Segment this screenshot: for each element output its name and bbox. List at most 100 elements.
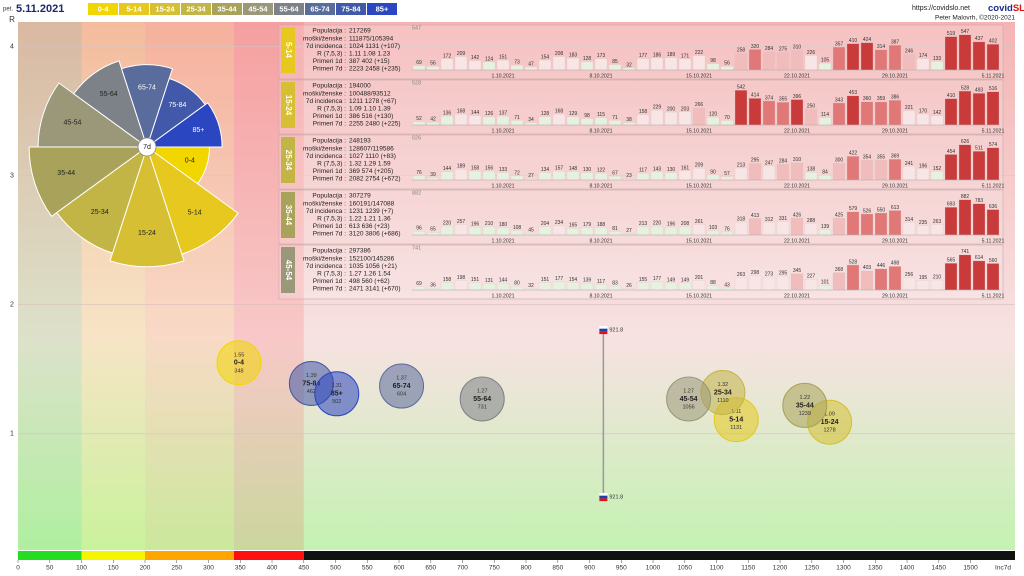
bar [958,199,972,236]
bar-value-label: 52 [416,116,422,122]
bar [468,60,482,71]
bar-value-label: 57 [724,171,730,177]
bar-value-label: 43 [724,282,730,288]
bar-value-label: 115 [597,112,605,118]
stat-value: 100488/93512 [349,90,391,97]
bar-value-label: 83 [612,280,618,286]
stat-value: 1.32 1.29 1.59 [349,161,391,168]
bar [426,122,440,126]
date-label: 15.10.2021 [686,293,712,299]
bar-value-label: 246 [905,49,914,55]
x-tick-label: 1200 [773,565,788,572]
bar [552,281,566,291]
url[interactable]: https://covidslo.net [912,5,970,12]
bar [692,280,706,291]
bar-value-label: 180 [499,222,508,228]
bar-value-label: 396 [793,94,802,100]
legend-swatch [150,3,180,15]
bar [636,173,650,181]
bubble-name: 65-74 [393,383,411,390]
bar [566,171,580,181]
bar [426,232,440,236]
bar-value-label: 168 [457,109,466,115]
stat-label: Primeri 1d : [313,168,346,175]
rose-center-label: 7d [143,144,151,151]
bar [790,217,804,236]
stat-label: Primeri 7d : [313,176,346,183]
bar [944,98,958,126]
zone-bar [145,551,234,560]
bar-value-label: 266 [695,102,704,108]
bar-value-label: 453 [849,90,858,96]
stat-value: 217269 [349,28,371,35]
bar [902,110,916,126]
bar-value-label: 189 [667,52,676,58]
bar [454,169,468,181]
bar [650,281,664,291]
bar-value-label: 114 [821,112,829,118]
bar [972,93,986,126]
bar-value-label: 174 [919,53,928,59]
bar-value-label: 256 [905,272,914,278]
bar-value-label: 257 [457,219,466,225]
stat-label: Primeri 1d : [313,278,346,285]
x-tick-label: 500 [330,565,341,572]
bar-value-label: 741 [961,249,970,255]
panel-title: 25-34 [284,150,293,171]
bar-value-label: 157 [555,165,564,171]
zone-bar [233,551,304,560]
panel-tab [281,247,295,293]
bar-value-label: 519 [947,31,956,37]
bar [944,154,958,181]
bar [832,272,846,291]
bar [454,114,468,126]
bar [930,115,944,126]
bar [748,275,762,291]
bar [678,282,692,291]
bubble-r-label: 1.27 [683,388,694,394]
bar-value-label: 76 [416,170,422,176]
x-tick-label: 450 [298,565,309,572]
bar-value-label: 213 [639,221,648,227]
bubble-inc-label: 604 [397,392,406,398]
bar-value-label: 144 [471,110,480,116]
bar [804,223,818,236]
bar [552,114,566,126]
bar-value-label: 220 [443,221,452,227]
author: Peter Malovrh, ©2020-2021 [935,14,1015,22]
bar [538,282,552,291]
legend-swatch [367,3,397,15]
stat-value: 387 402 (+15) [349,58,390,65]
bar-value-label: 65 [430,227,436,233]
stat-value: 498 560 (+62) [349,278,390,285]
bar-value-label: 360 [863,96,872,102]
x-tick-label: 1000 [646,565,661,572]
bar-value-label: 288 [807,218,816,224]
stat-label: moški/ženske : [303,145,346,152]
brand-a: covid [988,3,1013,14]
brand: covidSLO [988,3,1024,14]
bar-value-label: 359 [877,96,886,102]
flag-blue [599,495,608,499]
stat-value: 1027 1110 (+83) [349,153,396,160]
stat-value: 297386 [349,248,371,255]
bar-value-label: 142 [471,55,480,61]
bar [482,116,496,126]
date-label: 15.10.2021 [686,73,712,79]
date-label: 5.11.2021 [982,73,1005,79]
x-tick-label: 1250 [805,565,820,572]
bar-value-label: 105 [821,58,830,64]
flag-blue [599,328,608,332]
stat-label: Primeri 1d : [313,113,346,120]
bar [748,163,762,181]
bar-value-label: 204 [541,221,550,227]
bar [636,226,650,236]
bar-value-label: 614 [975,255,984,261]
bar-value-label: 134 [541,167,550,173]
bar [860,213,874,236]
bar [678,58,692,71]
bar-value-label: 403 [863,265,872,271]
stat-label: moški/ženske : [303,90,346,97]
stat-label: R (7,5,3) : [317,216,346,223]
bar [468,227,482,236]
